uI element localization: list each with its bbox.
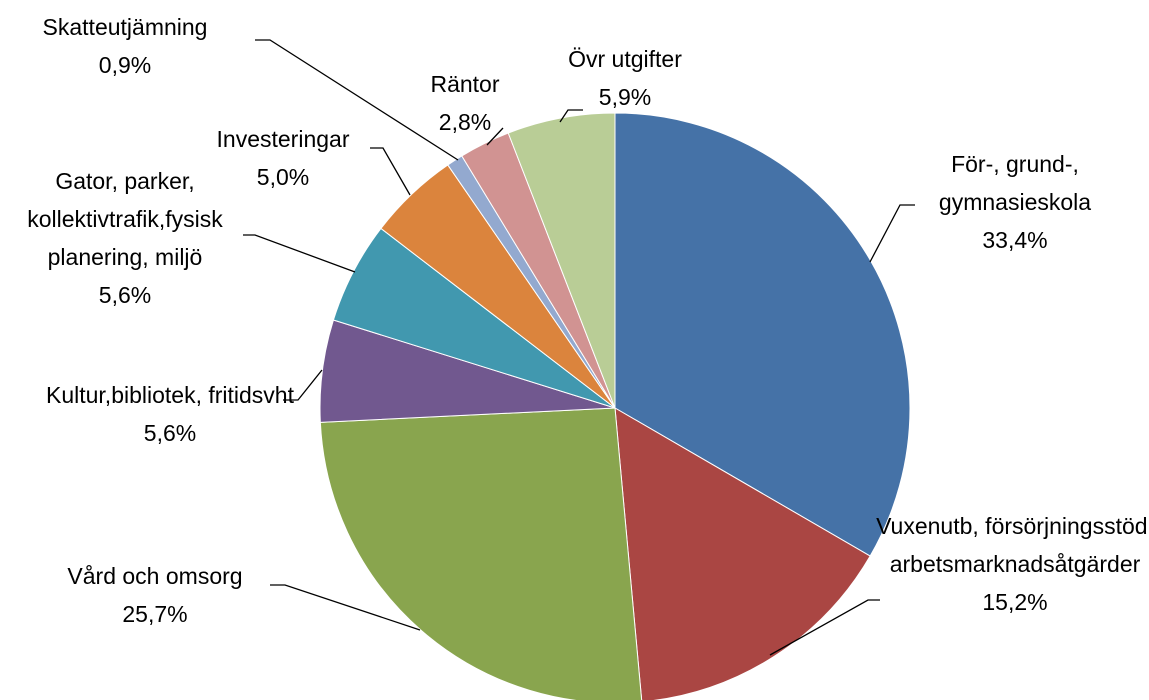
category-label: Vuxenutb, försörjningsstöd, arbetsmarkna… [876,513,1149,577]
category-label: Investeringar [216,126,350,152]
slice-label: Övr utgifter 5,9% [525,40,725,116]
category-label: Skatteutjämning [42,14,208,40]
slice [319,407,643,700]
leader-line [270,584,421,631]
leader-line [370,147,411,196]
value-label: 5,0% [256,164,310,190]
category-label: Kultur,bibliotek, fritidsvht [45,382,294,408]
leader-lines [243,39,915,656]
leader-line [769,599,880,656]
value-label: 5,6% [143,420,197,446]
leader-line [283,369,323,401]
leader-line [486,127,504,146]
pie [319,112,911,700]
slice [507,112,616,409]
leader-line [243,234,356,273]
category-label: Vård och omsorg [67,563,243,589]
slice [614,407,871,700]
category-label: För-, grund-, gymnasieskola [938,151,1092,215]
leader-line [869,204,915,263]
slice-label: Gator, parker, kollektivtrafik,fysisk pl… [9,162,241,314]
value-label: 0,9% [98,52,152,78]
value-label: 5,6% [98,282,152,308]
leader-line [255,39,459,161]
slice-label: Vuxenutb, försörjningsstöd, arbetsmarkna… [875,507,1149,621]
category-label: Gator, parker, kollektivtrafik,fysisk pl… [27,168,223,270]
slice-label: Räntor 2,8% [405,65,525,141]
slice-label: För-, grund-, gymnasieskola 33,4% [900,145,1130,259]
category-label: Övr utgifter [568,46,682,72]
leader-line [559,109,583,123]
value-label: 15,2% [982,589,1048,615]
slice-label: Vård och omsorg 25,7% [25,557,285,633]
value-label: 2,8% [438,109,492,135]
slice-label: Investeringar 5,0% [183,120,383,196]
value-label: 5,9% [598,84,652,110]
slice-label: Skatteutjämning 0,9% [0,8,250,84]
category-label: Räntor [430,71,500,97]
value-label: 33,4% [982,227,1048,253]
value-label: 25,7% [122,601,188,627]
slice-label: Kultur,bibliotek, fritidsvht 5,6% [45,376,295,452]
